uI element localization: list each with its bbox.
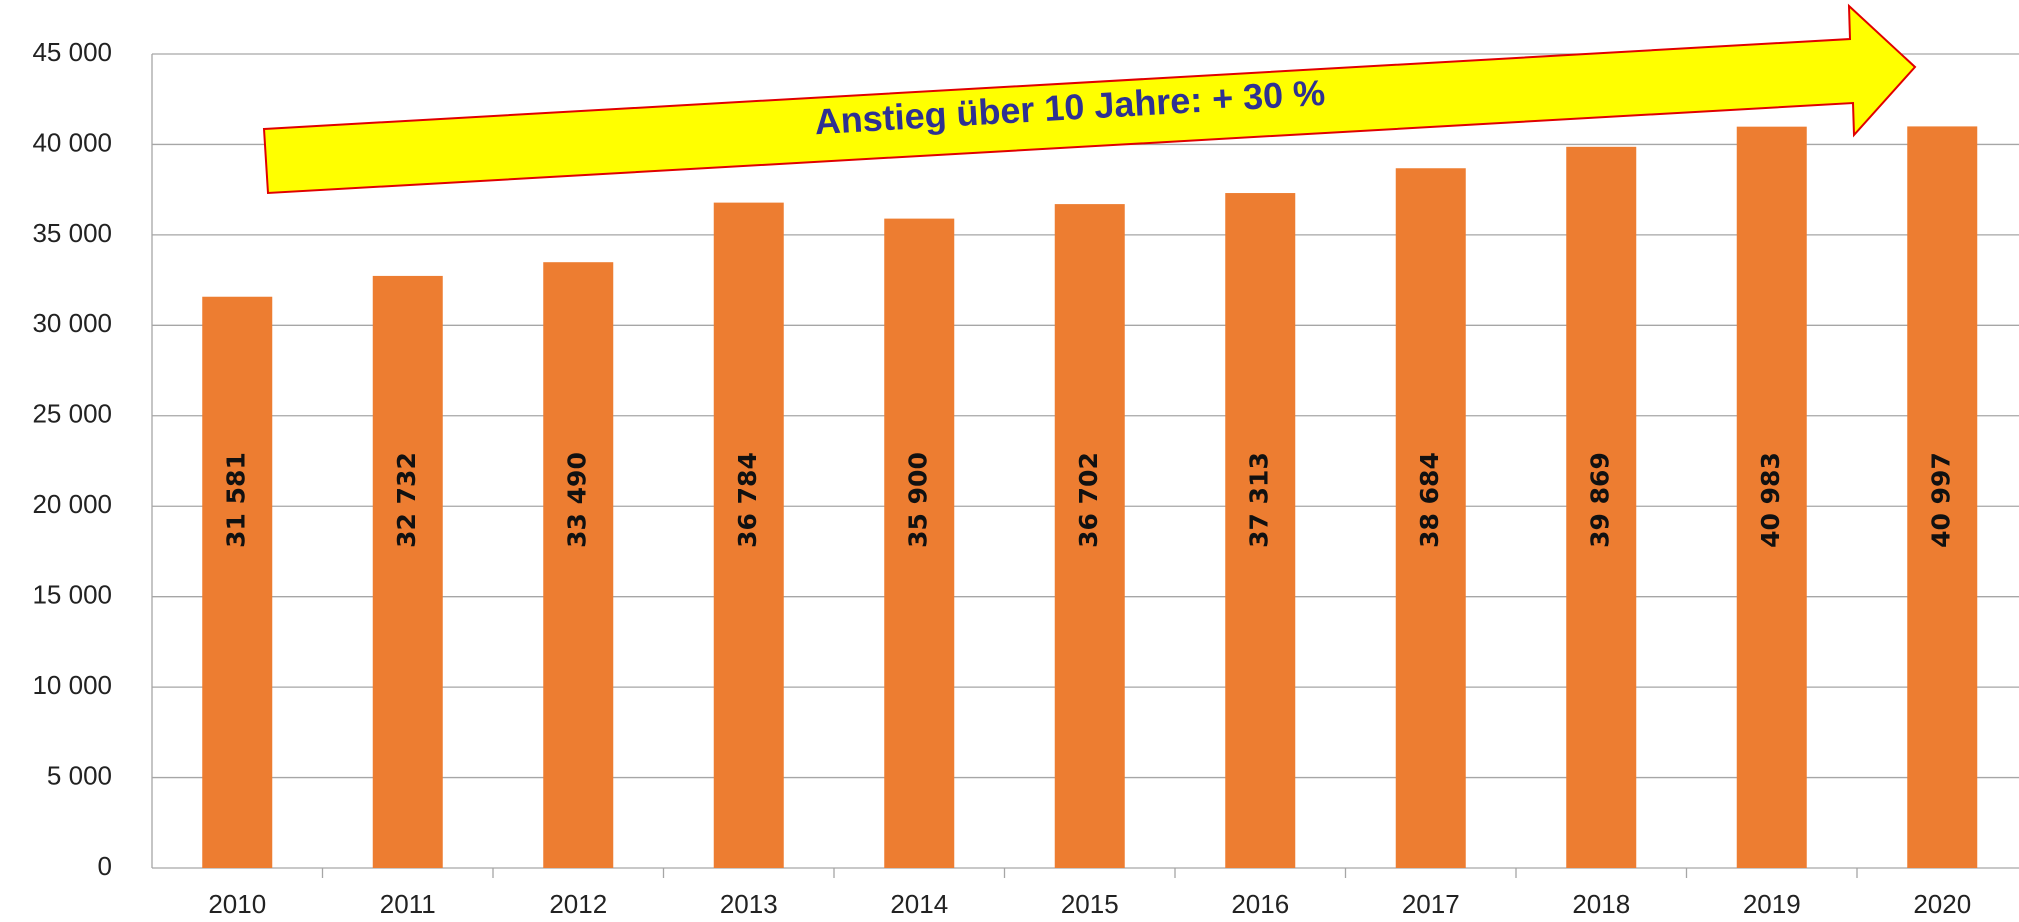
y-tick-label: 5 000 [47,760,112,790]
x-tick-label: 2010 [208,889,266,919]
x-tick-label: 2020 [1913,889,1971,919]
value-label: 40 983 [1756,452,1785,548]
trend-arrow [262,3,1917,195]
bar [202,296,273,868]
bar [1395,168,1466,869]
y-tick-label: 45 000 [32,37,112,67]
x-tick-label: 2012 [549,889,607,919]
value-label: 31 581 [221,452,250,548]
value-label: 36 702 [1074,452,1103,548]
bar [543,262,614,868]
x-tick-label: 2019 [1743,889,1801,919]
y-tick-label: 0 [98,851,112,881]
value-label: 40 997 [1926,452,1955,548]
y-tick-label: 30 000 [32,308,112,338]
x-tick-label: 2013 [720,889,778,919]
bar [372,275,443,868]
value-label: 37 313 [1244,452,1273,548]
value-label: 32 732 [392,452,421,548]
y-tick-label: 15 000 [32,580,112,610]
x-tick-label: 2015 [1061,889,1119,919]
x-tick-label: 2017 [1402,889,1460,919]
x-tick-label: 2014 [890,889,948,919]
value-label: 36 784 [733,452,762,548]
bar [884,218,955,868]
bar [1736,126,1807,868]
y-tick-label: 20 000 [32,489,112,519]
x-tick-label: 2016 [1231,889,1289,919]
bar [1225,193,1296,868]
bar [1566,146,1637,868]
value-label: 33 490 [562,452,591,548]
value-label: 35 900 [903,452,932,548]
y-tick-label: 35 000 [32,218,112,248]
y-tick-label: 40 000 [32,127,112,157]
y-tick-label: 10 000 [32,670,112,700]
value-label: 39 869 [1585,452,1614,548]
x-tick-label: 2011 [380,889,436,919]
bar [1054,204,1125,869]
value-label: 38 684 [1415,452,1444,548]
y-tick-label: 25 000 [32,399,112,429]
x-tick-label: 2018 [1572,889,1630,919]
bar [713,202,784,869]
bar [1907,126,1978,869]
